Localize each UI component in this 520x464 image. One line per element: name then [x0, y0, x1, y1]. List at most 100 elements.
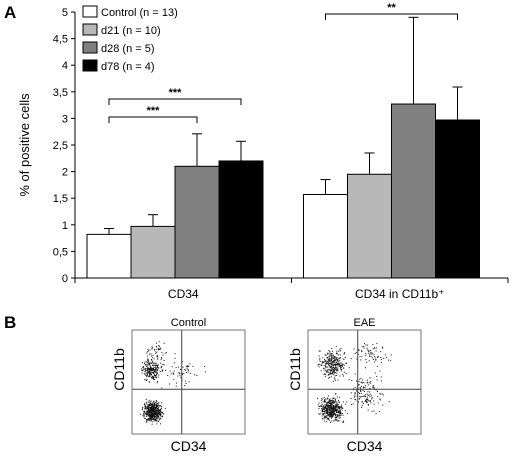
event-dot — [388, 359, 389, 361]
event-dot — [341, 365, 343, 367]
event-dot — [362, 390, 364, 392]
event-dot — [155, 370, 157, 372]
event-dot — [185, 383, 187, 384]
event-dot — [150, 408, 152, 410]
event-dot — [330, 405, 332, 407]
event-dot — [325, 355, 327, 357]
event-dot — [154, 413, 156, 415]
event-dot — [318, 402, 320, 404]
event-dot — [330, 413, 332, 415]
event-dot — [331, 354, 333, 356]
event-dot — [335, 364, 337, 366]
event-dot — [340, 350, 341, 352]
event-dot — [328, 400, 330, 402]
event-dot — [339, 417, 341, 419]
event-dot — [329, 405, 331, 407]
event-dot — [327, 369, 329, 371]
event-dot — [365, 367, 366, 369]
event-dot — [185, 369, 187, 371]
event-dot — [160, 348, 162, 350]
event-dot — [385, 357, 387, 358]
event-dot — [157, 405, 159, 406]
event-dot — [155, 419, 156, 421]
event-dot — [149, 418, 151, 420]
event-dot — [146, 414, 148, 416]
event-dot — [337, 370, 339, 372]
event-dot — [149, 413, 151, 415]
event-dot — [345, 403, 347, 405]
event-dot — [370, 402, 372, 404]
event-dot — [324, 418, 326, 420]
event-dot — [161, 415, 163, 417]
event-dot — [331, 404, 333, 406]
event-dot — [330, 353, 332, 355]
event-dot — [154, 375, 156, 377]
event-dot — [356, 390, 357, 392]
event-dot — [366, 399, 368, 401]
event-dot — [361, 406, 362, 408]
event-dot — [333, 365, 334, 367]
event-dot — [326, 403, 328, 405]
y-tick-label: 3 — [62, 113, 68, 125]
event-dot — [323, 420, 325, 422]
event-dot — [161, 402, 163, 404]
event-dot — [151, 414, 153, 416]
event-dot — [155, 346, 157, 347]
legend-label-3: d78 (n = 4) — [101, 61, 155, 73]
event-dot — [155, 364, 157, 366]
event-dot — [323, 368, 325, 370]
event-dot — [151, 411, 153, 413]
event-dot — [330, 364, 332, 366]
event-dot — [332, 411, 334, 413]
event-dot — [151, 423, 153, 425]
event-dot — [339, 409, 341, 411]
event-dot — [151, 405, 153, 407]
event-dot — [358, 381, 360, 382]
event-dot — [338, 407, 339, 409]
event-dot — [339, 364, 341, 366]
event-dot — [379, 399, 381, 401]
event-dot — [330, 404, 332, 405]
event-dot — [339, 411, 341, 413]
event-dot — [371, 353, 373, 355]
event-dot — [327, 412, 329, 414]
event-dot — [361, 351, 363, 353]
event-dot — [368, 404, 369, 406]
event-dot — [152, 421, 154, 423]
event-dot — [363, 387, 365, 389]
event-dot — [149, 404, 151, 406]
event-dot — [169, 383, 170, 385]
event-dot — [368, 351, 370, 353]
event-dot — [159, 408, 161, 410]
event-dot — [146, 364, 148, 366]
event-dot — [158, 408, 159, 410]
event-dot — [146, 365, 148, 367]
event-dot — [148, 404, 150, 406]
event-dot — [329, 401, 331, 403]
event-dot — [336, 356, 338, 358]
event-dot — [153, 411, 155, 413]
event-dot — [161, 407, 162, 409]
event-dot — [163, 360, 165, 361]
event-dot — [328, 373, 330, 375]
event-dot — [336, 410, 338, 412]
event-dot — [331, 405, 333, 407]
event-dot — [142, 368, 144, 370]
event-dot — [360, 387, 362, 389]
event-dot — [365, 355, 367, 357]
event-dot — [336, 396, 338, 398]
event-dot — [343, 353, 345, 355]
event-dot — [364, 391, 365, 392]
event-dot — [327, 404, 329, 406]
event-dot — [332, 402, 334, 404]
event-dot — [148, 412, 150, 414]
event-dot — [322, 361, 324, 363]
event-dot — [367, 349, 369, 351]
event-dot — [330, 362, 331, 364]
event-dot — [374, 355, 376, 357]
event-dot — [159, 371, 161, 373]
event-dot — [154, 379, 156, 381]
event-dot — [141, 372, 143, 374]
event-dot — [153, 368, 155, 370]
event-dot — [146, 418, 148, 420]
